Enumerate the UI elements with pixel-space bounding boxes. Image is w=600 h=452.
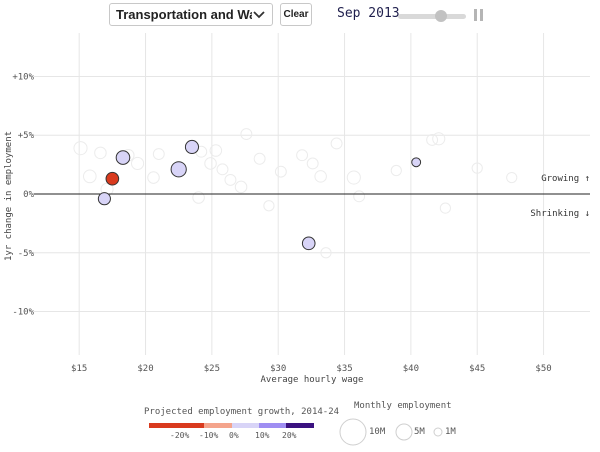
background-point	[204, 157, 217, 170]
time-slider[interactable]	[398, 14, 466, 19]
background-point	[240, 128, 253, 141]
controls-bar: Transportation and Warehousing Clear Sep…	[0, 0, 600, 30]
size-legend-circle-5m	[395, 423, 413, 441]
color-legend-tick: 0%	[229, 431, 239, 440]
color-legend-segment	[232, 423, 259, 428]
background-point	[263, 200, 275, 212]
x-tick-label: $20	[137, 364, 153, 374]
size-legend-circle-10m	[339, 418, 367, 446]
background-point	[314, 170, 327, 183]
color-legend-tick: -20%	[170, 431, 190, 440]
x-tick-label: $45	[469, 364, 485, 374]
size-legend-label: 1M	[445, 427, 456, 437]
growing-annotation: Growing ↑	[541, 174, 590, 184]
y-tick-label: +10%	[12, 72, 34, 82]
background-point	[73, 141, 88, 156]
color-legend-title: Projected employment growth, 2014-24	[144, 407, 340, 417]
y-axis-label: 1yr change in employment	[4, 131, 14, 261]
clear-button[interactable]: Clear	[280, 3, 312, 26]
data-point	[301, 236, 316, 251]
color-legend-tick: -10%	[199, 431, 219, 440]
background-point	[152, 148, 165, 161]
month-label: Sep 2013	[337, 6, 400, 21]
y-tick-label: +5%	[18, 131, 35, 141]
background-point	[234, 180, 248, 194]
x-axis-label: Average hourly wage	[261, 375, 364, 385]
time-slider-thumb[interactable]	[435, 10, 447, 22]
background-point	[432, 132, 446, 146]
shrinking-annotation: Shrinking ↓	[530, 209, 590, 219]
y-tick-label: -5%	[18, 249, 35, 259]
data-point	[115, 150, 131, 165]
background-point	[216, 163, 229, 176]
color-legend-segment	[177, 423, 204, 428]
y-tick-label: -10%	[12, 308, 34, 318]
background-point	[306, 157, 319, 170]
background-point	[426, 133, 439, 146]
size-legend-circle-1m	[433, 427, 443, 437]
background-point	[253, 152, 266, 165]
background-point	[224, 173, 237, 186]
x-tick-label: $50	[535, 364, 551, 374]
background-point	[192, 191, 205, 204]
x-tick-label: $40	[403, 364, 419, 374]
background-point	[296, 149, 309, 162]
size-legend-label: 5M	[414, 427, 425, 437]
x-tick-label: $25	[204, 364, 220, 374]
background-point	[353, 190, 366, 203]
background-point	[147, 171, 160, 184]
background-point	[439, 202, 451, 214]
background-point	[94, 146, 107, 160]
color-legend-tick: 10%	[255, 431, 270, 440]
x-tick-label: $35	[336, 364, 352, 374]
data-point	[170, 161, 187, 178]
color-legend-tick: 20%	[282, 431, 297, 440]
background-point	[471, 162, 483, 174]
background-point	[209, 144, 223, 157]
background-point	[274, 165, 287, 178]
data-point	[97, 192, 111, 206]
data-point	[184, 139, 200, 155]
color-legend-segment	[259, 423, 286, 428]
y-tick-label: 0%	[23, 190, 34, 200]
x-tick-label: $30	[270, 364, 286, 374]
x-tick-label: $15	[71, 364, 87, 374]
background-point	[82, 169, 97, 184]
background-point	[131, 156, 145, 170]
color-legend-segment	[149, 423, 177, 428]
background-point	[346, 170, 361, 185]
background-point	[390, 164, 402, 177]
size-legend-label: 10M	[369, 427, 386, 437]
industry-select-value: Transportation and Warehousing	[116, 7, 252, 22]
data-point	[105, 171, 120, 186]
chevron-down-icon	[253, 11, 265, 19]
background-point	[330, 137, 343, 150]
industry-select[interactable]: Transportation and Warehousing	[109, 3, 273, 26]
size-legend-title: Monthly employment	[354, 401, 452, 411]
data-point	[411, 157, 422, 168]
pause-icon[interactable]	[474, 9, 483, 21]
color-legend-segment	[286, 423, 314, 428]
background-point	[506, 171, 518, 184]
background-point	[320, 247, 332, 259]
color-legend-segment	[204, 423, 232, 428]
